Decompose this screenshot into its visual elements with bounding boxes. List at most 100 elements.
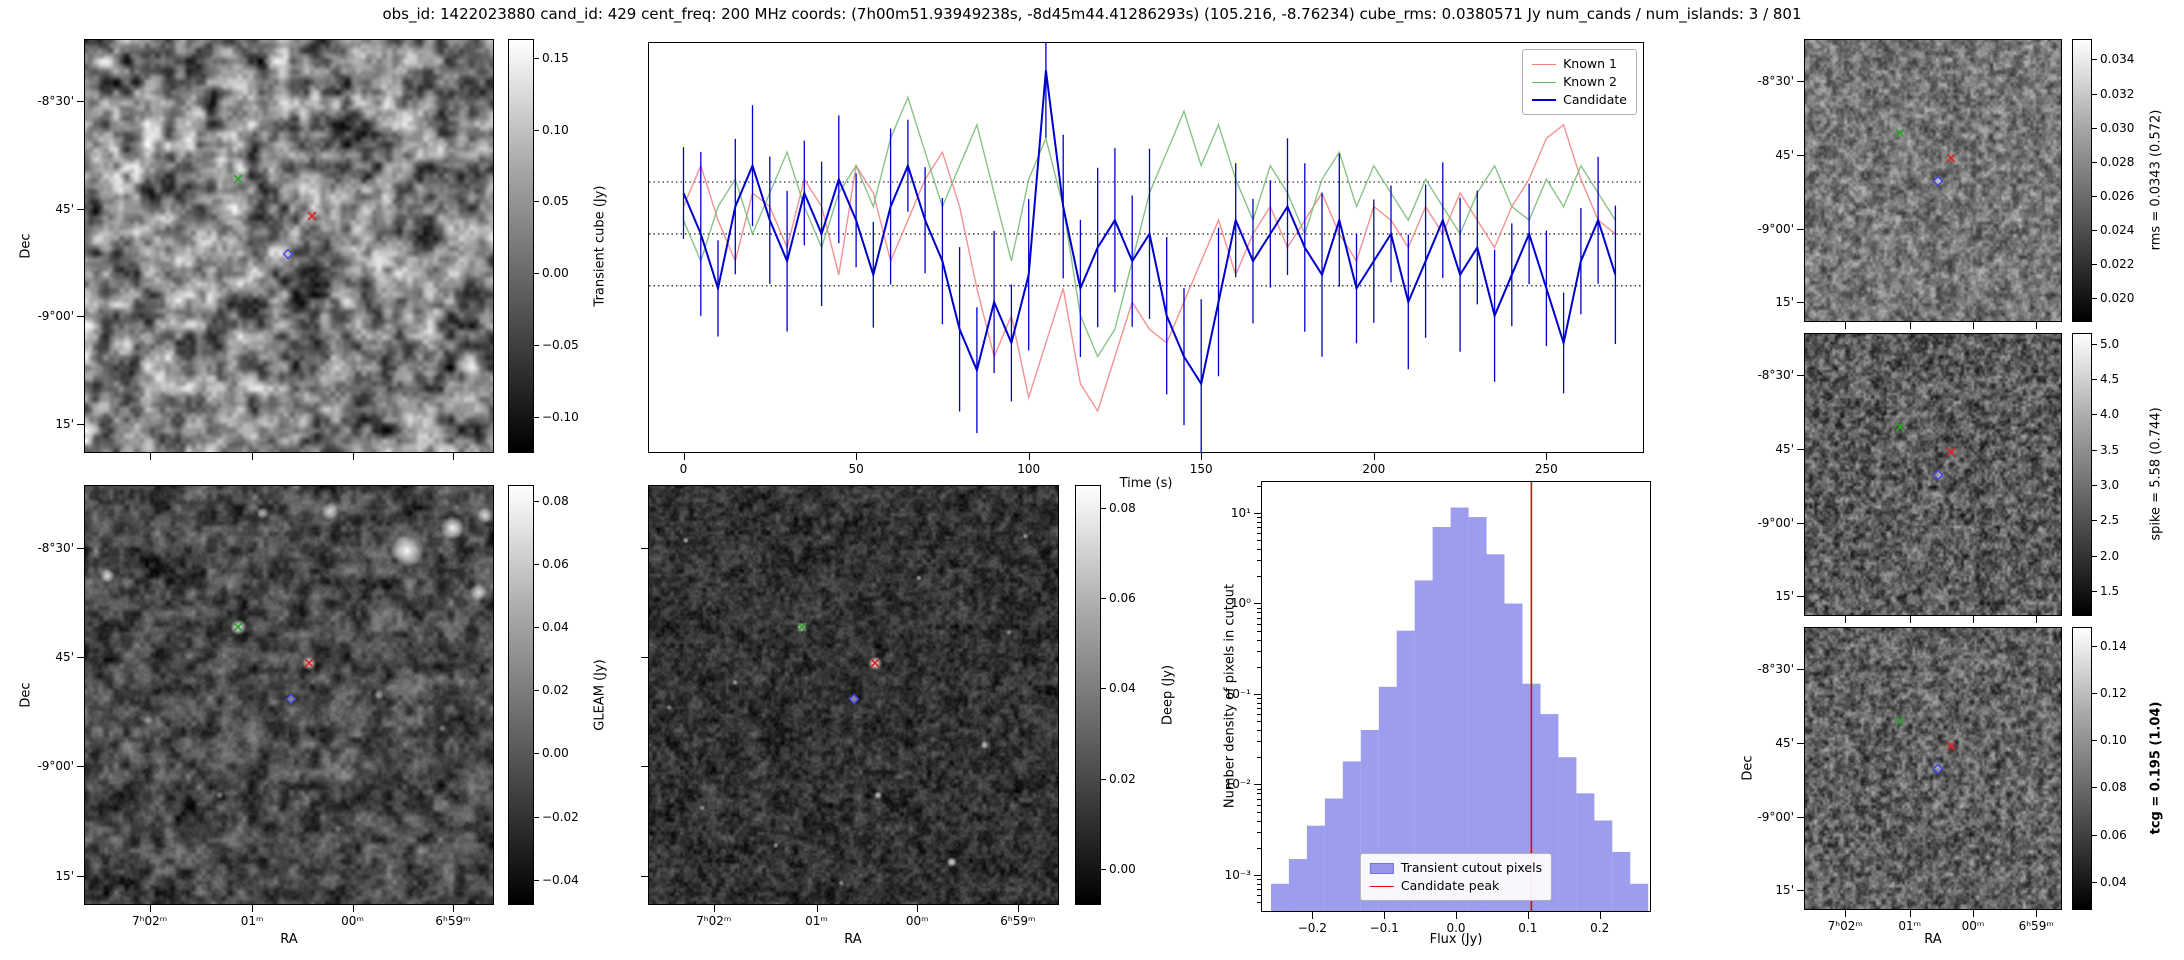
tick-mark	[1257, 811, 1261, 813]
tick-mark	[1101, 507, 1106, 509]
tcg-colorbar	[2072, 627, 2092, 910]
legend-label-candidate-peak: Candidate peak	[1400, 878, 1500, 893]
tick-mark	[1257, 788, 1261, 790]
spike-colorbar-label: spike = 5.58 (0.744)	[2148, 407, 2164, 541]
tick-mark	[1257, 517, 1261, 519]
tick-mark	[2092, 298, 2097, 300]
tick-label: 7ʰ02ᵐ	[1827, 919, 1863, 933]
tick-mark	[1797, 81, 1804, 83]
tick-mark	[641, 766, 648, 768]
tick-mark	[1797, 522, 1804, 524]
legend-item-candidate: Candidate	[1532, 91, 1627, 109]
known2-marker	[796, 622, 807, 633]
known2-x-icon	[1895, 422, 1905, 432]
tick-label: -9°00'	[1757, 809, 1794, 824]
colorbar-tick-label: 0.024	[2100, 222, 2135, 237]
colorbar-tick-label: −0.02	[542, 809, 579, 824]
tick-mark	[1257, 714, 1261, 716]
colorbar-tick-label: 1.5	[2100, 584, 2120, 599]
histogram-patch-sample	[1369, 862, 1394, 874]
tick-mark	[1527, 912, 1529, 919]
colorbar-tick-label: 2.0	[2100, 548, 2120, 563]
tick-mark	[1257, 804, 1261, 806]
tick-label: 15'	[55, 868, 74, 883]
tick-mark	[534, 345, 539, 347]
dec-axis-label-right: Dec	[1740, 755, 1756, 781]
tick-mark	[1257, 639, 1261, 641]
colorbar-tick-label: 0.10	[2100, 733, 2127, 748]
tick-mark	[77, 548, 84, 549]
tcg-colorbar-label: tcg = 0.195 (1.04)	[2148, 701, 2164, 835]
rms-colorbar-label: rms = 0.0343 (0.572)	[2148, 109, 2164, 251]
tick-label: 0.1	[1518, 921, 1538, 935]
histogram-svg	[1271, 482, 1649, 911]
tick-label: 00ᵐ	[341, 914, 364, 928]
candidate-marker	[285, 693, 298, 706]
tick-mark	[1546, 453, 1548, 460]
tick-mark	[1257, 831, 1261, 833]
tick-label: 7ʰ02ᵐ	[131, 914, 168, 928]
colorbar-tick-label: 0.08	[1109, 500, 1136, 515]
candidate-peak-line-sample	[1369, 885, 1394, 887]
colorbar-tick-label: 0.10	[542, 122, 569, 137]
colorbar-tick-label: 0.12	[2100, 686, 2127, 701]
tick-mark	[534, 563, 539, 565]
tick-label: 01ᵐ	[240, 914, 264, 928]
tick-mark	[77, 424, 84, 426]
tick-mark	[856, 453, 858, 460]
tick-mark	[1254, 693, 1261, 695]
known1-marker	[306, 211, 317, 222]
colorbar-tick-label: 0.026	[2100, 188, 2135, 203]
candidate-line-sample	[1532, 99, 1557, 101]
candidate-diamond-icon	[282, 248, 294, 260]
tick-mark	[1909, 910, 1911, 917]
tick-label: 250	[1534, 462, 1558, 476]
tick-mark	[352, 453, 354, 460]
tick-mark	[1972, 616, 1974, 623]
transient-cube-image	[85, 40, 493, 452]
tick-mark	[2092, 414, 2097, 416]
tick-mark	[453, 453, 454, 460]
tick-label: 150	[1189, 462, 1213, 476]
tick-mark	[77, 101, 84, 103]
tick-mark	[2092, 264, 2097, 266]
tick-label: 45'	[1775, 442, 1794, 457]
tick-label: 100	[1017, 462, 1041, 476]
tick-mark	[1797, 890, 1804, 892]
tick-mark	[1257, 630, 1261, 632]
tick-mark	[77, 657, 84, 659]
candidate-marker	[1932, 468, 1945, 481]
tick-label: -8°30'	[1757, 74, 1794, 89]
legend-label-known2: Known 2	[1563, 74, 1617, 89]
flux-histogram-panel: Transient cutout pixels Candidate peak	[1261, 481, 1651, 912]
tick-mark	[1797, 302, 1804, 304]
tick-mark	[453, 905, 454, 912]
tick-mark	[1257, 902, 1261, 904]
tick-label: 0.0	[1446, 921, 1466, 935]
tick-mark	[2092, 195, 2097, 197]
tick-mark	[534, 500, 539, 502]
tick-mark	[1257, 666, 1261, 668]
tick-mark	[1028, 453, 1030, 460]
colorbar-tick-label: 0.020	[2100, 291, 2135, 306]
tick-label: -9°00'	[37, 309, 74, 324]
tick-mark	[2092, 520, 2097, 522]
tick-mark	[1257, 576, 1261, 578]
tick-mark	[1257, 879, 1261, 881]
tick-mark	[2092, 449, 2097, 451]
known2-marker	[1894, 421, 1905, 432]
colorbar-tick-label: 0.02	[1109, 771, 1136, 786]
tick-mark	[1017, 905, 1019, 912]
tick-label: 6ʰ59ᵐ	[435, 914, 471, 928]
colorbar-tick-label: 0.05	[542, 194, 569, 209]
known1-x-icon	[307, 211, 317, 221]
tcg-cutout-panel	[1804, 627, 2062, 910]
gleam-image	[85, 486, 493, 904]
tick-mark	[534, 129, 539, 131]
known2-x-icon	[233, 174, 243, 184]
known1-x-icon	[304, 658, 314, 668]
flux-axis-label: Flux (Jy)	[1429, 932, 1483, 947]
gleam-cutout-panel	[84, 485, 494, 905]
colorbar-tick-label: 0.032	[2100, 86, 2135, 101]
tick-mark	[1797, 669, 1804, 671]
